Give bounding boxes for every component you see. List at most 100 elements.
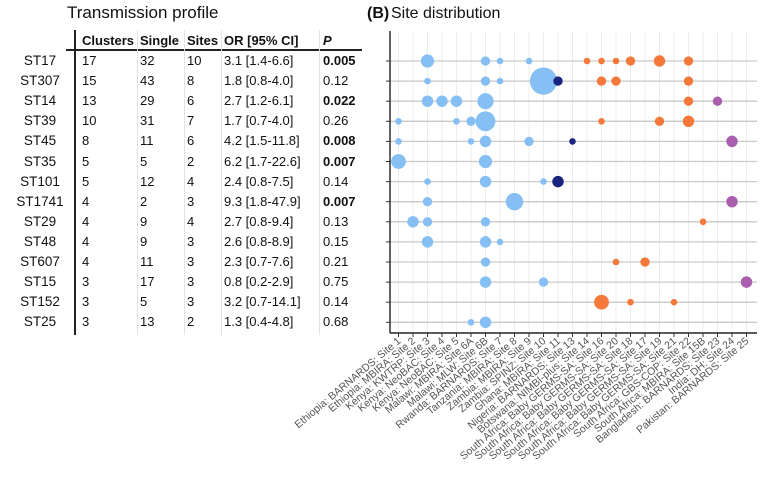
cell-or: 2.3 [0.7-7.6] xyxy=(224,254,294,269)
data-point xyxy=(480,76,491,86)
header-clusters: Clusters xyxy=(82,33,135,48)
data-point xyxy=(421,95,434,107)
cell-p: 0.022 xyxy=(323,93,356,109)
cell-p: 0.14 xyxy=(323,173,349,189)
row-label: ST45 xyxy=(23,133,57,149)
data-point xyxy=(726,195,738,208)
cell-clusters: 4 xyxy=(82,213,90,229)
panel-label: (B) xyxy=(367,5,390,22)
cell-or: 1.7 [0.7-4.0] xyxy=(224,113,294,129)
cell-clusters: 3 xyxy=(82,294,90,310)
data-point xyxy=(395,138,402,145)
row-label: ST17 xyxy=(23,53,57,68)
data-point xyxy=(477,93,494,110)
cell-p: 0.13 xyxy=(323,213,349,229)
cell-sites: 6 xyxy=(187,93,195,109)
cell-sites: 10 xyxy=(187,53,202,68)
cell-p: 0.21 xyxy=(323,254,349,269)
cell-or: 3.2 [0.7-14.1] xyxy=(224,294,301,310)
cell-single: 11 xyxy=(140,254,154,269)
cell-single: 9 xyxy=(140,233,148,249)
cell-clusters: 17 xyxy=(82,53,97,68)
cell-or: 9.3 [1.8-47.9] xyxy=(224,193,301,209)
data-point xyxy=(421,236,434,248)
data-point xyxy=(480,217,491,227)
cell-single: 11 xyxy=(140,133,154,149)
cell-or: 1.8 [0.8-4.0] xyxy=(224,73,294,89)
cell-single: 2 xyxy=(140,193,148,209)
data-point xyxy=(682,115,695,128)
cell-sites: 8 xyxy=(187,73,195,89)
data-point xyxy=(436,95,448,107)
table-row-axis xyxy=(74,30,76,335)
cell-p: 0.26 xyxy=(323,113,349,129)
data-point xyxy=(524,136,534,147)
column-separator xyxy=(319,30,320,335)
cell-or: 2.4 [0.8-7.5] xyxy=(224,173,294,189)
data-point xyxy=(683,96,694,106)
row-label: ST101 xyxy=(20,173,60,189)
data-point xyxy=(479,316,492,329)
cell-p: 0.75 xyxy=(323,274,349,290)
table-header-rule xyxy=(66,49,362,51)
column-separator xyxy=(184,30,185,335)
row-label: ST1741 xyxy=(16,193,64,209)
data-point xyxy=(627,298,634,306)
data-point xyxy=(594,294,609,310)
data-point xyxy=(640,257,650,267)
cell-single: 9 xyxy=(140,213,148,229)
row-label: ST25 xyxy=(23,314,57,330)
header-sites: Sites xyxy=(187,33,219,48)
cell-single: 17 xyxy=(140,274,155,290)
data-point xyxy=(467,138,475,145)
cell-sites: 3 xyxy=(187,233,195,249)
cell-sites: 2 xyxy=(187,314,195,330)
data-point xyxy=(653,55,666,67)
data-point xyxy=(395,118,402,125)
cell-sites: 3 xyxy=(187,193,195,209)
data-point xyxy=(670,298,678,306)
cell-sites: 2 xyxy=(187,153,195,169)
data-point xyxy=(538,277,549,287)
data-point xyxy=(726,135,738,148)
cell-sites: 7 xyxy=(187,113,195,129)
cell-p: 0.68 xyxy=(323,314,349,330)
data-point xyxy=(611,76,621,86)
cell-p: 0.007 xyxy=(323,153,356,169)
cell-p: 0.14 xyxy=(323,294,349,310)
data-point xyxy=(598,118,605,125)
data-point xyxy=(453,118,460,125)
data-point xyxy=(683,76,694,86)
cell-single: 29 xyxy=(140,93,155,109)
cell-sites: 6 xyxy=(187,133,195,149)
header-single: Single xyxy=(140,33,180,48)
cell-sites: 3 xyxy=(187,294,195,310)
data-point xyxy=(480,257,491,267)
data-point xyxy=(479,135,492,148)
cell-clusters: 4 xyxy=(82,233,90,249)
cell-or: 2.7 [1.2-6.1] xyxy=(224,93,294,109)
data-point xyxy=(424,178,431,185)
data-point xyxy=(496,77,504,85)
row-label: ST607 xyxy=(20,254,60,269)
data-point xyxy=(496,57,504,65)
data-point xyxy=(625,56,636,66)
column-separator xyxy=(137,30,138,335)
row-label: ST307 xyxy=(20,73,60,89)
row-label: ST35 xyxy=(23,153,57,169)
data-point xyxy=(422,197,433,207)
row-label: ST15 xyxy=(23,274,57,290)
data-point xyxy=(740,276,753,288)
cell-clusters: 13 xyxy=(82,93,97,109)
data-point xyxy=(525,57,533,65)
chart-title: Site distribution xyxy=(391,5,501,22)
cell-single: 5 xyxy=(140,294,148,310)
cell-p: 0.005 xyxy=(323,53,356,68)
cell-clusters: 5 xyxy=(82,153,90,169)
cell-single: 5 xyxy=(140,153,148,169)
header-or: OR [95% CI] xyxy=(224,33,299,48)
cell-clusters: 15 xyxy=(82,73,97,89)
cell-clusters: 10 xyxy=(82,113,97,129)
cell-or: 6.2 [1.7-22.6] xyxy=(224,153,301,169)
